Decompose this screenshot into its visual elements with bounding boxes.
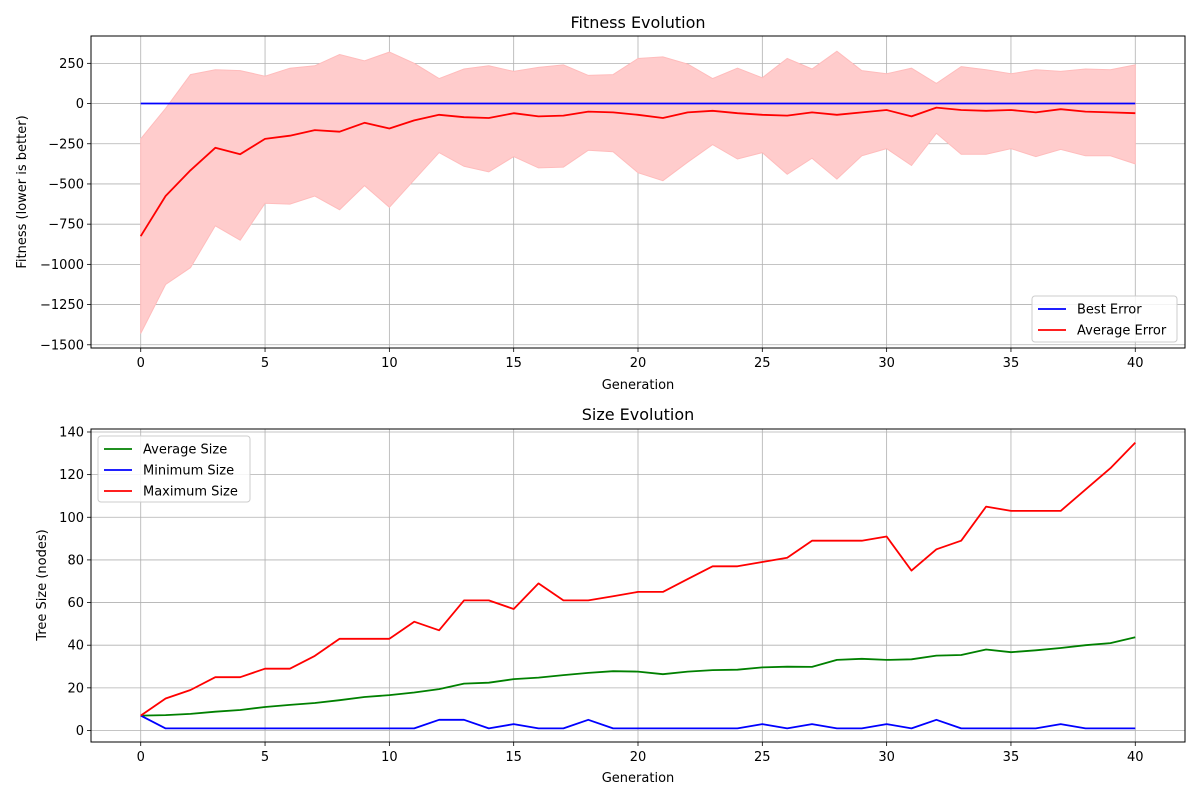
x-tick-label: 10 — [381, 356, 398, 371]
legend: Average Size Minimum Size Maximum Size — [97, 435, 251, 503]
x-tick-label: 40 — [1127, 356, 1144, 371]
x-tick-label: 30 — [878, 750, 895, 765]
y-tick-label: 120 — [59, 468, 84, 483]
y-tick-label: 20 — [67, 681, 84, 696]
series-line-average-size — [140, 636, 1136, 717]
x-tick-label: 30 — [878, 356, 895, 371]
chart-title: Fitness Evolution — [570, 13, 705, 32]
y-axis-label: Fitness (lower is better) — [15, 115, 30, 268]
legend-label: Average Size — [143, 443, 227, 458]
error-band — [140, 50, 1136, 334]
plot-area — [90, 428, 1186, 743]
y-tick-label: −1250 — [40, 298, 84, 313]
x-tick-label: 20 — [630, 750, 647, 765]
y-tick-label: −1500 — [40, 338, 84, 353]
plot-area — [90, 35, 1186, 349]
legend-label: Maximum Size — [143, 485, 238, 500]
series-line-average-error — [139, 106, 1136, 237]
size-chart: Size Evolution Generation Tree Size (nod… — [35, 405, 1186, 786]
x-tick-label: 40 — [1127, 750, 1144, 765]
x-tick-label: 35 — [1003, 356, 1020, 371]
series-line-maximum-size — [140, 441, 1136, 717]
y-tick-label: 100 — [59, 511, 84, 526]
x-tick-label: 5 — [261, 750, 269, 765]
y-tick-label: −750 — [48, 218, 84, 233]
fitness-chart: Fitness Evolution Generation Fitness (lo… — [15, 13, 1186, 393]
y-tick-label: −500 — [48, 177, 84, 192]
x-tick-label: 25 — [754, 356, 771, 371]
legend-label: Best Error — [1077, 303, 1142, 318]
y-tick-label: −1000 — [40, 258, 84, 273]
x-tick-label: 0 — [137, 356, 145, 371]
y-tick-label: 40 — [67, 639, 84, 654]
y-tick-label: 250 — [59, 57, 84, 72]
y-tick-label: 0 — [76, 97, 84, 112]
x-tick-label: 15 — [505, 750, 522, 765]
legend-box — [97, 435, 251, 503]
x-tick-label: 35 — [1003, 750, 1020, 765]
y-axis-label: Tree Size (nodes) — [35, 529, 50, 641]
x-tick-label: 25 — [754, 750, 771, 765]
legend-label: Minimum Size — [143, 464, 234, 479]
y-tick-label: −250 — [48, 137, 84, 152]
y-tick-label: 60 — [67, 596, 84, 611]
legend-label: Average Error — [1077, 324, 1167, 339]
x-tick-label: 0 — [137, 750, 145, 765]
y-tick-label: 80 — [67, 553, 84, 568]
x-axis-label: Generation — [602, 771, 675, 786]
legend-box — [1031, 295, 1178, 343]
x-tick-label: 20 — [630, 356, 647, 371]
x-axis-label: Generation — [602, 378, 675, 393]
series-line-minimum-size — [140, 714, 1136, 730]
plot-layer: 0 5 10 15 20 25 30 35 40 140 120 100 80 60 40 20 0 — [59, 425, 1185, 765]
x-tick-label: 15 — [505, 356, 522, 371]
plot-layer: 0 5 10 15 20 25 30 35 40 250 0 −250 −500 −750 −1000 −12… — [40, 36, 1185, 371]
x-tick-label: 10 — [381, 750, 398, 765]
y-tick-label: 140 — [59, 425, 84, 440]
chart-title: Size Evolution — [582, 405, 695, 424]
legend: Best Error Average Error — [1031, 295, 1178, 343]
y-tick-label: 0 — [76, 724, 84, 739]
x-tick-label: 5 — [261, 356, 269, 371]
grid — [91, 429, 1185, 742]
